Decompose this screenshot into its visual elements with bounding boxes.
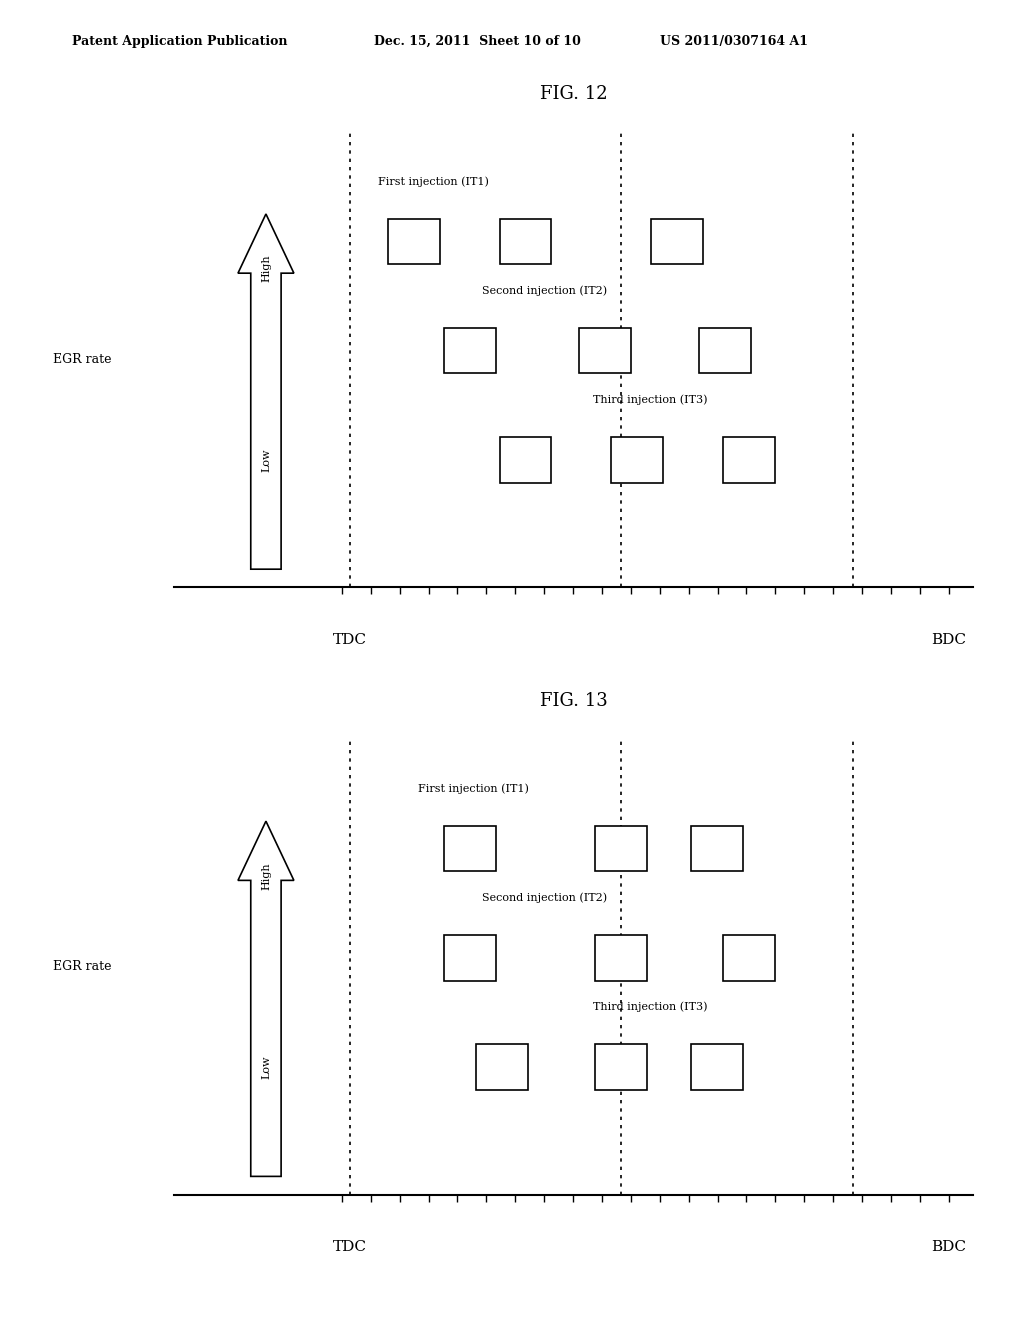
Bar — [500, 437, 552, 483]
Text: First injection (IT1): First injection (IT1) — [378, 176, 488, 186]
Bar — [475, 1044, 527, 1090]
Bar — [723, 437, 775, 483]
Bar — [443, 826, 496, 871]
Text: Dec. 15, 2011  Sheet 10 of 10: Dec. 15, 2011 Sheet 10 of 10 — [374, 34, 581, 48]
Text: US 2011/0307164 A1: US 2011/0307164 A1 — [660, 34, 809, 48]
Text: EGR rate: EGR rate — [53, 354, 112, 366]
Bar — [723, 935, 775, 981]
Text: BDC: BDC — [932, 632, 967, 647]
Text: Low: Low — [261, 1055, 271, 1078]
Text: FIG. 13: FIG. 13 — [540, 692, 607, 710]
Bar — [691, 826, 743, 871]
Text: EGR rate: EGR rate — [53, 961, 112, 973]
Bar — [580, 327, 632, 374]
Text: First injection (IT1): First injection (IT1) — [418, 783, 528, 793]
Text: TDC: TDC — [333, 632, 367, 647]
Text: High: High — [261, 255, 271, 282]
Bar — [595, 1044, 647, 1090]
Bar — [691, 1044, 743, 1090]
Text: Third injection (IT3): Third injection (IT3) — [594, 395, 708, 405]
FancyArrow shape — [238, 214, 294, 569]
Bar — [443, 935, 496, 981]
Bar — [388, 219, 439, 264]
Text: High: High — [261, 862, 271, 890]
Bar — [699, 327, 752, 374]
Text: Low: Low — [261, 447, 271, 471]
Bar — [443, 327, 496, 374]
Bar — [595, 826, 647, 871]
Bar — [651, 219, 703, 264]
Text: Third injection (IT3): Third injection (IT3) — [594, 1002, 708, 1012]
Bar — [595, 935, 647, 981]
FancyArrow shape — [238, 821, 294, 1176]
Text: Patent Application Publication: Patent Application Publication — [72, 34, 287, 48]
Bar — [611, 437, 664, 483]
Text: FIG. 12: FIG. 12 — [540, 84, 607, 103]
Text: Second injection (IT2): Second injection (IT2) — [481, 285, 606, 296]
Bar — [500, 219, 552, 264]
Text: BDC: BDC — [932, 1241, 967, 1254]
Text: TDC: TDC — [333, 1241, 367, 1254]
Text: Second injection (IT2): Second injection (IT2) — [481, 892, 606, 903]
